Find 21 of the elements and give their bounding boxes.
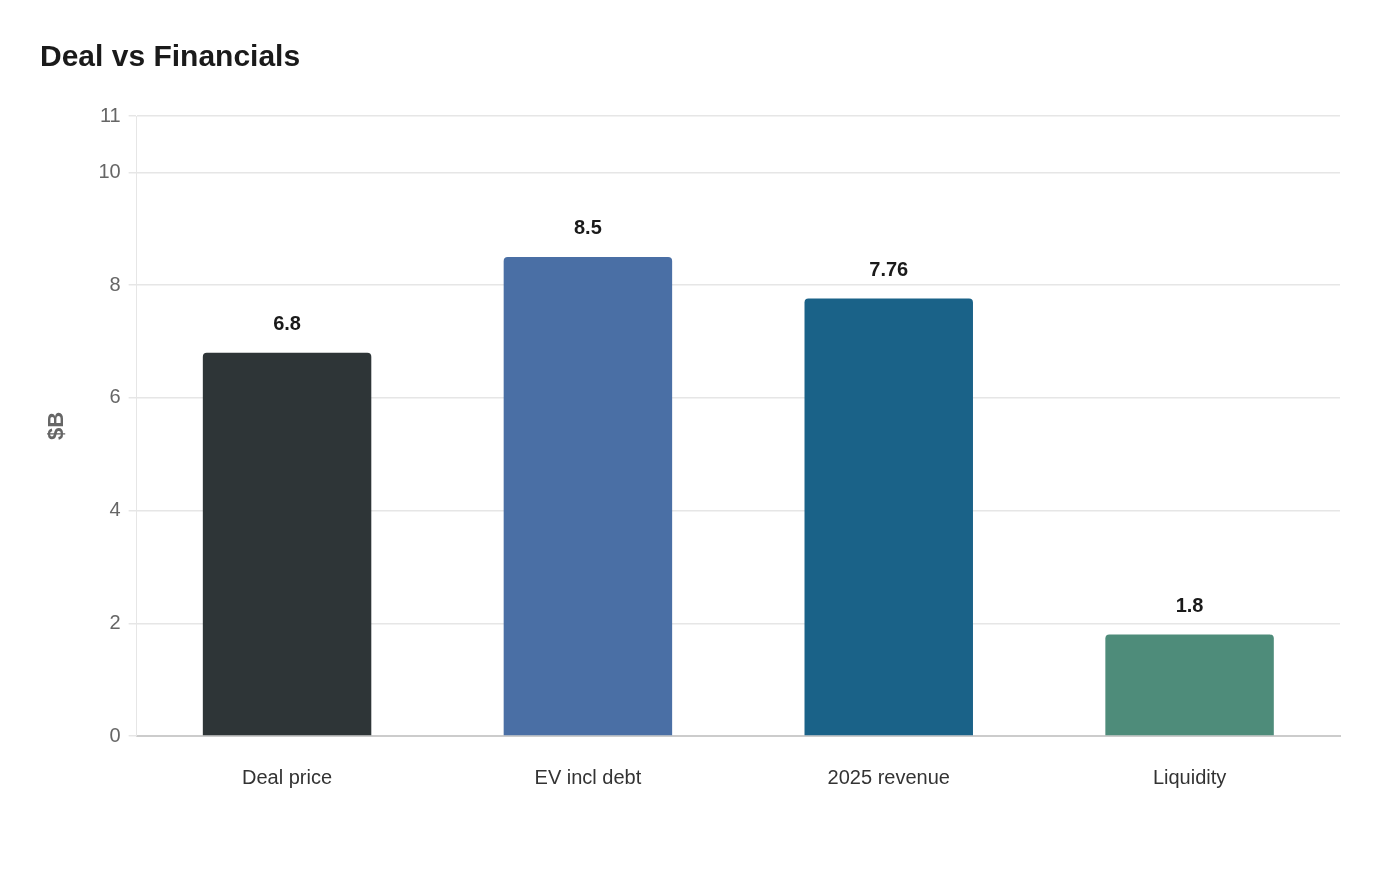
bar (503, 256, 673, 736)
y-axis-title: $B (43, 411, 69, 441)
y-tick-label: 2 (109, 610, 121, 633)
bar (202, 352, 372, 736)
x-tick-label: Deal price (242, 765, 333, 788)
data-label: 7.76 (869, 258, 909, 281)
data-label: 8.5 (574, 216, 602, 239)
y-tick-label: 6 (109, 385, 121, 408)
y-tick-label: 11 (99, 103, 121, 126)
y-tick-label: 10 (98, 159, 121, 182)
x-tick-label: Liquidity (1152, 765, 1227, 788)
data-label: 1.8 (1175, 594, 1204, 617)
bar (1105, 634, 1274, 736)
chart-title: Deal vs Financials (40, 39, 301, 73)
x-tick-label: EV incl debt (534, 765, 642, 788)
y-tick-label: 0 (109, 723, 121, 746)
x-tick-label: 2025 revenue (827, 765, 950, 788)
data-label: 6.8 (273, 312, 301, 335)
y-tick-label: 4 (109, 498, 121, 521)
y-tick-label: 8 (109, 272, 121, 295)
bar (804, 298, 973, 736)
